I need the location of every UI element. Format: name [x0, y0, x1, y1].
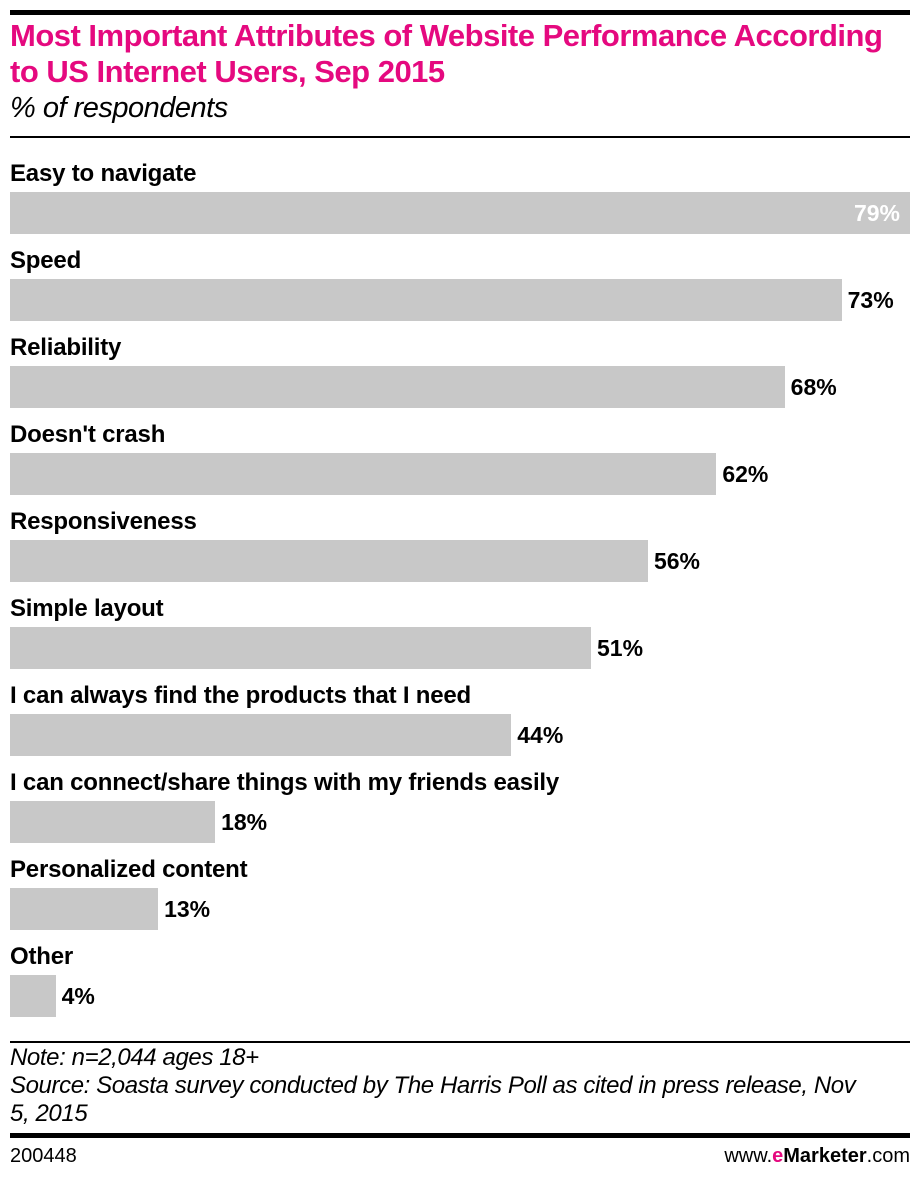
value-label: 51% [597, 635, 644, 661]
bar [10, 453, 717, 495]
value-label: 62% [722, 461, 769, 487]
category-label: Other [10, 943, 74, 970]
bar [10, 801, 216, 843]
bar [10, 627, 591, 669]
category-label: Responsiveness [10, 508, 197, 535]
bar [10, 192, 910, 234]
bar [10, 279, 842, 321]
bar [10, 540, 648, 582]
chart-title: Most Important Attributes of Website Per… [10, 18, 883, 89]
value-label: 68% [790, 374, 837, 400]
value-label: 73% [847, 287, 894, 313]
bar [10, 975, 56, 1017]
category-label: Speed [10, 247, 82, 274]
top-rule [10, 10, 910, 15]
category-label: I can connect/share things with my frien… [10, 769, 560, 796]
value-label: 4% [61, 983, 95, 1009]
category-label: Personalized content [10, 856, 248, 883]
value-label: 79% [853, 200, 900, 226]
bar [10, 366, 785, 408]
header-divider [10, 136, 910, 138]
emarketer-logo: www.eMarketer.com [724, 1145, 910, 1167]
value-label: 13% [164, 896, 211, 922]
category-label: Doesn't crash [10, 421, 166, 448]
note: Note: n=2,044 ages 18+ [10, 1044, 259, 1071]
bar [10, 888, 159, 930]
chart-id: 200448 [10, 1145, 77, 1167]
value-label: 56% [653, 548, 701, 574]
source: Source: Soasta survey conducted by The H… [10, 1072, 856, 1127]
category-label: Reliability [10, 334, 122, 361]
chart-subtitle: % of respondents [10, 92, 228, 124]
category-label: I can always find the products that I ne… [10, 682, 472, 709]
category-label: Simple layout [10, 595, 164, 622]
bottom-rule [10, 1133, 910, 1138]
value-label: 18% [221, 809, 268, 835]
value-label: 44% [517, 722, 564, 748]
category-label: Easy to navigate [10, 160, 197, 187]
bar [10, 714, 512, 756]
footer-divider [10, 1041, 910, 1043]
